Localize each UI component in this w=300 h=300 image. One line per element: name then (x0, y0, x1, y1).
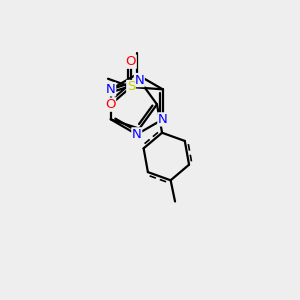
Text: N: N (106, 83, 116, 96)
Text: N: N (134, 74, 144, 87)
Text: O: O (105, 98, 116, 111)
Text: S: S (127, 80, 135, 94)
Text: N: N (158, 113, 168, 126)
Text: O: O (126, 55, 136, 68)
Text: N: N (132, 128, 142, 141)
